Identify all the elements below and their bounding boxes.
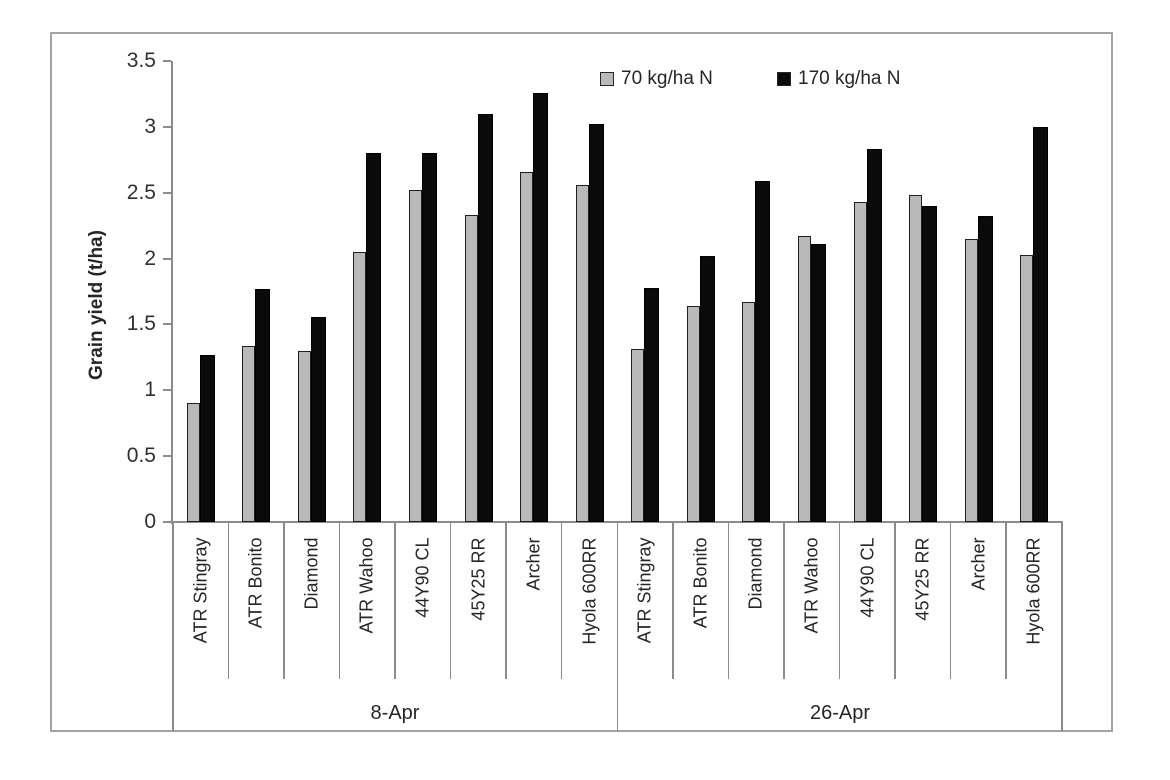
bar-170kg-26-apr-diamond — [755, 180, 771, 522]
y-tick-label: 1 — [144, 378, 156, 402]
y-tick-label: 2 — [144, 246, 156, 270]
category-separator-line — [727, 523, 730, 679]
bar-70kg-26-apr-hyola-600rr — [1020, 254, 1034, 522]
y-tick-mark — [163, 521, 171, 523]
bar-70kg-8-apr-archer — [520, 171, 534, 522]
y-tick-mark — [163, 125, 171, 128]
bar-70kg-26-apr-archer — [964, 238, 978, 522]
category-separator-line — [560, 523, 563, 679]
bar-170kg-8-apr-atr-stingray — [199, 354, 215, 522]
bar-70kg-8-apr-hyola-600rr — [575, 184, 589, 522]
category-label-45y25-rr: 45Y25 RR — [468, 537, 489, 621]
group-label-26-apr: 26-Apr — [809, 702, 871, 724]
category-label-hyola-600rr: Hyola 600RR — [1023, 537, 1044, 645]
bar-170kg-26-apr-atr-wahoo — [810, 244, 826, 522]
legend-label-170kg-n: 170 kg/ha N — [798, 68, 901, 89]
category-separator-line — [949, 523, 952, 679]
category-label-archer: Archer — [523, 537, 544, 591]
category-separator-line — [227, 523, 230, 679]
bar-70kg-26-apr-atr-bonito — [686, 305, 700, 522]
y-tick-mark — [163, 323, 171, 326]
category-label-atr-bonito: ATR Bonito — [690, 537, 711, 628]
bar-70kg-26-apr-atr-stingray — [631, 349, 645, 522]
y-tick-label: 3.5 — [126, 49, 156, 72]
y-tick-mark — [163, 455, 171, 458]
bar-70kg-8-apr-45y25-rr — [464, 215, 478, 522]
category-label-44y90-cl: 44Y90 CL — [412, 537, 433, 618]
category-label-hyola-600rr: Hyola 600RR — [579, 537, 600, 645]
group-label-8-apr: 8-Apr — [370, 702, 420, 724]
category-label-atr-wahoo: ATR Wahoo — [801, 537, 822, 634]
category-label-atr-wahoo: ATR Wahoo — [356, 537, 377, 634]
bar-70kg-8-apr-44y90-cl — [409, 190, 423, 522]
bar-70kg-26-apr-atr-wahoo — [797, 236, 811, 522]
category-separator-line — [338, 523, 341, 679]
category-label-atr-stingray: ATR Stingray — [634, 537, 655, 643]
y-tick-mark — [163, 257, 171, 260]
legend-swatch-170kg-n — [777, 72, 791, 86]
category-label-archer: Archer — [968, 537, 989, 591]
y-tick-label: 0 — [144, 510, 156, 533]
category-separator-line — [783, 523, 785, 679]
category-label-diamond: Diamond — [301, 537, 322, 610]
group-divider-line — [1061, 522, 1063, 731]
bar-170kg-26-apr-hyola-600rr — [1033, 126, 1049, 522]
category-separator-line — [894, 523, 896, 679]
bar-170kg-26-apr-atr-stingray — [644, 287, 660, 522]
bar-170kg-26-apr-atr-bonito — [699, 255, 715, 522]
group-divider-line — [616, 522, 618, 731]
bar-170kg-8-apr-44y90-cl — [422, 153, 438, 522]
bar-70kg-26-apr-44y90-cl — [853, 201, 867, 522]
bar-70kg-8-apr-atr-stingray — [186, 403, 200, 522]
y-tick-label: 1.5 — [126, 312, 156, 336]
category-separator-line — [394, 523, 396, 679]
category-label-44y90-cl: 44Y90 CL — [857, 537, 878, 618]
y-tick-label: 3 — [144, 114, 156, 138]
bar-70kg-8-apr-atr-wahoo — [353, 251, 367, 522]
bar-170kg-8-apr-45y25-rr — [477, 113, 493, 522]
category-label-45y25-rr: 45Y25 RR — [912, 537, 933, 621]
bar-170kg-8-apr-atr-bonito — [255, 288, 271, 522]
bar-170kg-8-apr-atr-wahoo — [366, 153, 382, 522]
category-separator-line — [672, 523, 674, 679]
category-separator-line — [449, 523, 452, 679]
bar-170kg-8-apr-archer — [533, 92, 549, 522]
bar-170kg-26-apr-archer — [977, 216, 993, 522]
category-separator-line — [505, 523, 507, 679]
y-tick-mark — [163, 60, 171, 62]
bar-170kg-8-apr-diamond — [310, 316, 326, 522]
category-label-atr-bonito: ATR Bonito — [245, 537, 266, 628]
category-separator-line — [283, 523, 285, 679]
category-separator-line — [838, 523, 841, 679]
category-separator-line — [1005, 523, 1007, 679]
bar-70kg-26-apr-45y25-rr — [909, 195, 923, 522]
bar-70kg-8-apr-atr-bonito — [242, 345, 256, 522]
bar-170kg-26-apr-45y25-rr — [922, 205, 938, 522]
y-tick-label: 2.5 — [126, 180, 156, 204]
y-tick-label: 0.5 — [126, 444, 156, 468]
category-label-diamond: Diamond — [745, 537, 766, 610]
group-divider-line — [172, 522, 174, 731]
bar-170kg-26-apr-44y90-cl — [866, 149, 882, 522]
y-axis-line — [171, 61, 173, 524]
y-tick-mark — [163, 191, 171, 194]
bar-170kg-8-apr-hyola-600rr — [588, 124, 604, 522]
legend-swatch-70kg-n — [600, 72, 614, 86]
legend-label-70kg-n: 70 kg/ha N — [621, 68, 713, 89]
bar-70kg-8-apr-diamond — [297, 350, 311, 522]
category-label-atr-stingray: ATR Stingray — [190, 537, 211, 643]
bar-70kg-26-apr-diamond — [742, 302, 756, 522]
y-tick-mark — [163, 389, 171, 392]
